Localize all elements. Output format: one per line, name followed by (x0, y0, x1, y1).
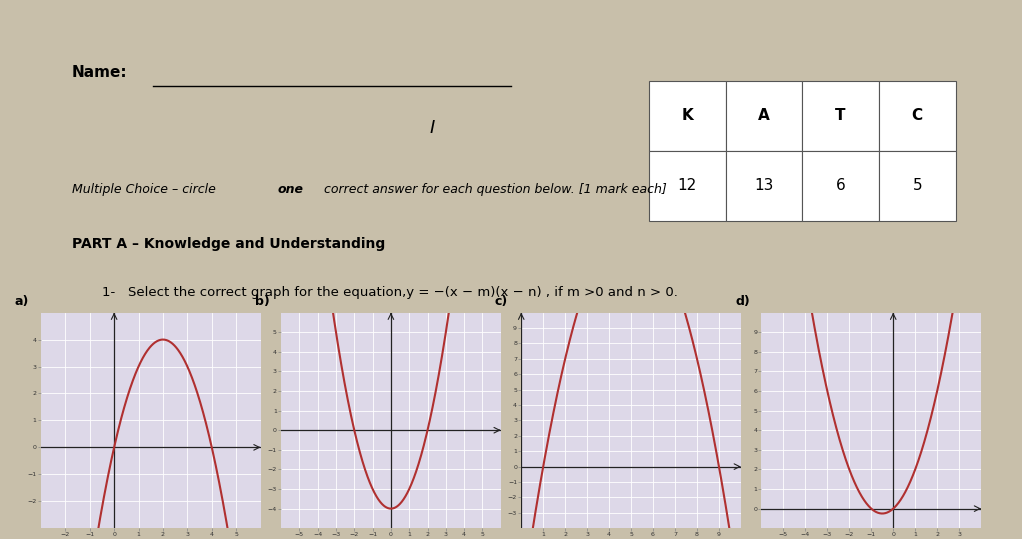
Text: 12: 12 (678, 178, 697, 194)
Text: c): c) (495, 295, 508, 308)
Text: C: C (912, 108, 923, 123)
Text: a): a) (14, 295, 29, 308)
Text: K: K (682, 108, 693, 123)
Text: A: A (758, 108, 770, 123)
FancyBboxPatch shape (649, 81, 726, 151)
Text: I: I (429, 119, 434, 136)
FancyBboxPatch shape (649, 151, 726, 221)
FancyBboxPatch shape (879, 151, 956, 221)
Text: b): b) (254, 295, 270, 308)
Text: one: one (278, 183, 304, 196)
Text: T: T (835, 108, 846, 123)
Text: 6: 6 (836, 178, 845, 194)
Text: 5: 5 (913, 178, 922, 194)
Text: Multiple Choice – circle: Multiple Choice – circle (72, 183, 220, 196)
Text: 1-   Select the correct graph for the equation,y = −(x − m)(x − n) , if m >0 and: 1- Select the correct graph for the equa… (102, 286, 678, 299)
Text: d): d) (735, 295, 750, 308)
FancyBboxPatch shape (726, 151, 802, 221)
Text: correct answer for each question below. [1 mark each]: correct answer for each question below. … (320, 183, 666, 196)
FancyBboxPatch shape (802, 151, 879, 221)
FancyBboxPatch shape (726, 81, 802, 151)
Text: 13: 13 (754, 178, 774, 194)
Text: PART A – Knowledge and Understanding: PART A – Knowledge and Understanding (72, 237, 385, 251)
FancyBboxPatch shape (879, 81, 956, 151)
Text: Name:: Name: (72, 65, 127, 80)
FancyBboxPatch shape (802, 81, 879, 151)
